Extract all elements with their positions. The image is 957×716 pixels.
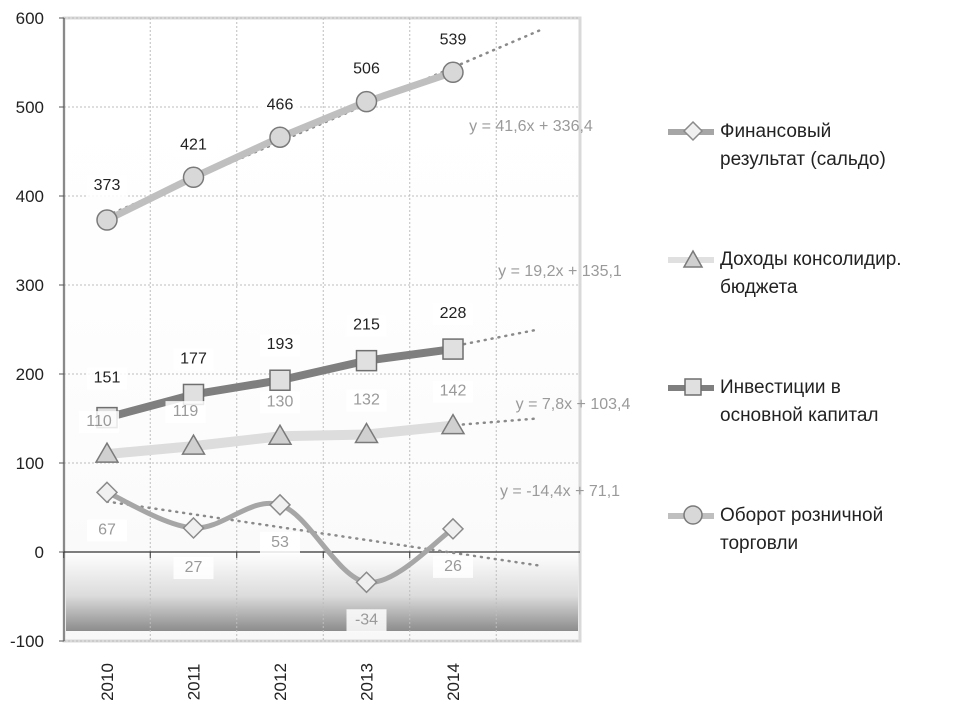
y-tick-label: 500 — [16, 98, 44, 117]
data-label-bg — [346, 609, 387, 632]
legend: Финансовый результат (сальдо) Доходы кон… — [662, 118, 952, 630]
legend-item-retail: Оборот розничной торговли — [662, 502, 952, 630]
trendline-label: y = 19,2x + 135,1 — [498, 263, 622, 280]
legend-item-investment: Инвестиции в основной капитал — [662, 374, 952, 502]
legend-item-budget: Доходы консолидир. бюджета — [662, 246, 952, 374]
data-labels: 67 27 53 -34 26 110 119 130 132 142 151 177 193 215 22… — [79, 29, 473, 632]
data-label: 67 — [98, 521, 116, 538]
legend-item-financial: Финансовый результат (сальдо) — [662, 118, 952, 246]
y-tick-label: -100 — [10, 632, 44, 651]
square-marker — [355, 349, 378, 372]
series-markers — [94, 61, 466, 594]
data-label: 132 — [353, 392, 380, 409]
diamond-marker — [182, 516, 205, 540]
circle-marker — [355, 90, 378, 113]
data-label: 193 — [267, 336, 294, 353]
data-label-bg — [165, 401, 206, 424]
negative-band — [66, 552, 578, 631]
legend-label: Оборот розничной торговли — [720, 505, 884, 554]
legend-label: Доходы консолидир. бюджета — [720, 249, 902, 298]
diamond-marker — [268, 493, 292, 516]
triangle-marker — [440, 413, 466, 435]
data-label: 373 — [94, 177, 121, 194]
data-label-bg — [260, 391, 300, 414]
data-label: 506 — [353, 61, 380, 78]
triangle-marker — [94, 441, 120, 463]
data-label-bg — [79, 411, 119, 434]
data-label-bg — [433, 29, 473, 52]
triangle-icon — [682, 249, 704, 268]
data-label: 421 — [180, 136, 207, 153]
diamond-marker — [441, 517, 465, 540]
data-label-bg — [260, 531, 300, 554]
y-tick-label: 600 — [16, 9, 44, 28]
trendline — [105, 500, 541, 567]
trendline-label: y = 41,6x + 336,4 — [469, 118, 593, 135]
data-label-bg — [87, 519, 127, 542]
trendline-label: y = 7,8x + 103,4 — [516, 396, 631, 413]
data-label-bg — [346, 314, 387, 337]
y-tick-label: 200 — [16, 365, 44, 384]
data-label: 151 — [94, 370, 121, 387]
trendline-labels: y = -14,4x + 71,1 y = 7,8x + 103,4 y = 19,… — [469, 118, 630, 500]
y-tick-label: 100 — [16, 454, 44, 473]
trendline-label: y = -14,4x + 71,1 — [500, 483, 620, 500]
square-marker — [442, 338, 464, 360]
data-label-bg — [173, 348, 214, 371]
data-label-bg — [173, 556, 214, 579]
square-marker — [269, 369, 291, 391]
data-label-bg — [433, 555, 473, 578]
data-label-bg — [346, 389, 387, 412]
circle-marker — [442, 61, 464, 84]
data-label: 26 — [444, 558, 462, 575]
data-label-bg — [260, 94, 300, 117]
square-icon — [684, 378, 702, 396]
diamond-marker — [355, 571, 378, 594]
data-label-bg — [87, 367, 127, 390]
diamond-marker — [95, 481, 119, 504]
data-label: 142 — [440, 383, 467, 400]
circle-marker — [182, 166, 205, 189]
triangle-marker — [181, 433, 206, 455]
legend-label: Инвестиции в основной капитал — [720, 377, 879, 426]
x-tick-label: 2012 — [271, 663, 290, 701]
circle-marker — [96, 209, 118, 231]
data-label-bg — [433, 380, 473, 403]
data-label: 228 — [440, 305, 467, 322]
data-label: 215 — [353, 317, 380, 334]
data-label: 130 — [267, 393, 294, 410]
data-label: 27 — [185, 559, 203, 576]
data-label: 539 — [440, 31, 467, 48]
triangle-marker — [267, 423, 293, 446]
legend-label: Финансовый результат (сальдо) — [720, 121, 886, 170]
data-label-bg — [260, 334, 300, 357]
y-tick-label: 0 — [35, 543, 44, 562]
axes: -100 0 100 200 300 400 500 600 2010 2011 2012 2013 2… — [10, 9, 580, 701]
data-label: 53 — [271, 534, 289, 551]
data-label-bg — [346, 58, 387, 81]
diamond-icon — [682, 120, 704, 142]
x-tick-label: 2011 — [185, 664, 204, 701]
y-tick-label: 400 — [16, 187, 44, 206]
data-label-bg — [173, 134, 214, 157]
data-label: 177 — [180, 350, 207, 367]
data-label-bg — [433, 303, 473, 326]
triangle-marker — [354, 422, 379, 444]
x-tick-label: 2013 — [358, 663, 377, 701]
data-label-bg — [87, 175, 127, 198]
y-tick-label: 300 — [16, 276, 44, 295]
data-label: 110 — [86, 413, 112, 430]
circle-icon — [683, 505, 703, 525]
x-tick-label: 2014 — [444, 663, 463, 701]
data-label: 119 — [173, 403, 199, 420]
circle-marker — [269, 126, 291, 149]
data-label: -34 — [355, 611, 378, 628]
x-tick-label: 2010 — [98, 663, 117, 701]
data-label: 466 — [267, 96, 294, 113]
